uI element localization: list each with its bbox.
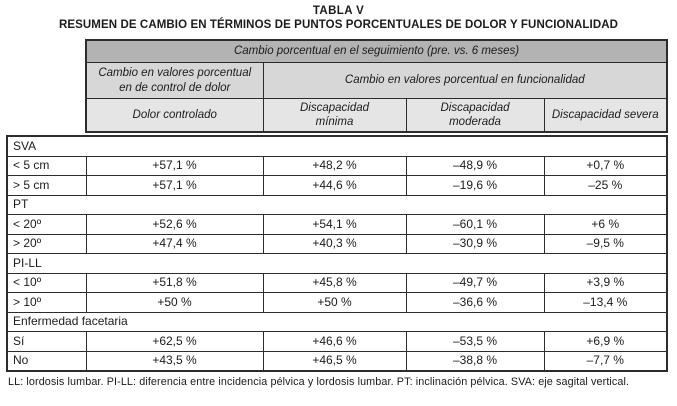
section-label-pt: PT <box>6 194 668 216</box>
header-group-functionality: Cambio en valores porcentual en funciona… <box>262 62 668 100</box>
section-row-facet-disease: Enfermedad facetaria <box>6 311 668 333</box>
value-cell: –60,1 % <box>405 214 545 235</box>
value-cell: +57,1 % <box>85 155 264 177</box>
value-cell: +43,5 % <box>85 350 264 372</box>
value-cell: –38,8 % <box>405 350 545 372</box>
value-cell: +54,1 % <box>262 214 407 235</box>
value-cell: +51,8 % <box>85 272 264 294</box>
table-row: < 20º +52,6 % +54,1 % –60,1 % +6 % <box>6 214 668 235</box>
table-title-block: TABLA V RESUMEN DE CAMBIO EN TÉRMINOS DE… <box>0 4 677 32</box>
value-cell: –25 % <box>543 175 668 196</box>
table-caption: RESUMEN DE CAMBIO EN TÉRMINOS DE PUNTOS … <box>58 19 619 32</box>
value-cell: –48,9 % <box>405 155 545 177</box>
value-cell: +47,4 % <box>85 233 264 255</box>
value-cell: +46,5 % <box>262 350 407 372</box>
value-cell: +45,8 % <box>262 272 407 294</box>
value-cell: –13,4 % <box>543 292 668 313</box>
row-label: > 10º <box>6 292 87 313</box>
table-row: > 10º +50 % +50 % –36,6 % –13,4 % <box>6 292 668 313</box>
column-header-minimal-disability: Discapacidad mínima <box>262 98 407 133</box>
value-cell: –49,7 % <box>405 272 545 294</box>
header-followup-change: Cambio porcentual en el seguimiento (pre… <box>85 39 668 64</box>
value-cell: –7,7 % <box>543 350 668 372</box>
row-label: Sí <box>6 331 87 352</box>
value-cell: +40,3 % <box>262 233 407 255</box>
row-label: No <box>6 350 87 372</box>
table-footnote: LL: lordosis lumbar. PI-LL: diferencia e… <box>8 376 630 389</box>
section-label-sva: SVA <box>6 135 668 157</box>
header-group-pain-control: Cambio en valores porcentual en de contr… <box>85 62 264 100</box>
value-cell: +52,6 % <box>85 214 264 235</box>
table-row: > 20º +47,4 % +40,3 % –30,9 % –9,5 % <box>6 233 668 255</box>
table-row: No +43,5 % +46,5 % –38,8 % –7,7 % <box>6 350 668 372</box>
value-cell: +0,7 % <box>543 155 668 177</box>
section-row-sva: SVA <box>6 135 668 157</box>
summary-table-header: Cambio porcentual en el seguimiento (pre… <box>85 39 669 134</box>
value-cell: +3,9 % <box>543 272 668 294</box>
value-cell: +50 % <box>85 292 264 313</box>
row-label: < 5 cm <box>6 155 87 177</box>
table-number: TABLA V <box>312 5 365 17</box>
section-row-pill: PI-LL <box>6 253 668 274</box>
value-cell: +48,2 % <box>262 155 407 177</box>
column-header-severe-disability: Discapacidad severa <box>543 98 668 133</box>
row-label: < 10º <box>6 272 87 294</box>
column-header-pain-controlled: Dolor controlado <box>85 98 264 133</box>
value-cell: +57,1 % <box>85 175 264 196</box>
value-cell: –19,6 % <box>405 175 545 196</box>
value-cell: –30,9 % <box>405 233 545 255</box>
summary-table-body: SVA < 5 cm +57,1 % +48,2 % –48,9 % +0,7 … <box>6 135 669 373</box>
value-cell: +50 % <box>262 292 407 313</box>
table-row: < 5 cm +57,1 % +48,2 % –48,9 % +0,7 % <box>6 155 668 177</box>
value-cell: +44,6 % <box>262 175 407 196</box>
section-row-pt: PT <box>6 194 668 216</box>
row-label: < 20º <box>6 214 87 235</box>
table-row: < 10º +51,8 % +45,8 % –49,7 % +3,9 % <box>6 272 668 294</box>
column-header-moderate-disability: Discapacidad moderada <box>405 98 545 133</box>
row-label: > 20º <box>6 233 87 255</box>
row-label: > 5 cm <box>6 175 87 196</box>
value-cell: +6 % <box>543 214 668 235</box>
table-page: TABLA V RESUMEN DE CAMBIO EN TÉRMINOS DE… <box>0 4 677 389</box>
value-cell: +6,9 % <box>543 331 668 352</box>
table-row: > 5 cm +57,1 % +44,6 % –19,6 % –25 % <box>6 175 668 196</box>
value-cell: –9,5 % <box>543 233 668 255</box>
value-cell: +46,6 % <box>262 331 407 352</box>
table-row: Sí +62,5 % +46,6 % –53,5 % +6,9 % <box>6 331 668 352</box>
section-label-facet-disease: Enfermedad facetaria <box>6 311 668 333</box>
section-label-pill: PI-LL <box>6 253 668 274</box>
value-cell: –53,5 % <box>405 331 545 352</box>
value-cell: +62,5 % <box>85 331 264 352</box>
value-cell: –36,6 % <box>405 292 545 313</box>
